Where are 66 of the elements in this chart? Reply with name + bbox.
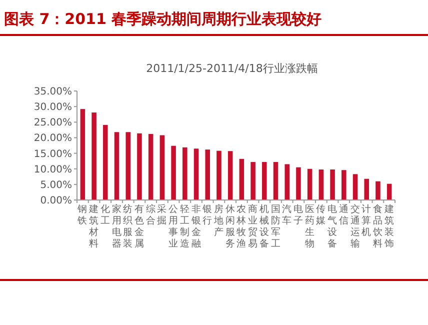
x-tick-label: 交通运输 bbox=[350, 203, 360, 250]
x-tick-label: 钢铁 bbox=[76, 204, 88, 226]
bar bbox=[296, 167, 301, 200]
chart-title: 图表 7：2011 春季躁动期间周期行业表现较好 bbox=[4, 10, 322, 28]
x-tick-label: 国防军工 bbox=[270, 204, 281, 250]
y-tick-label: 20.00% bbox=[34, 133, 72, 144]
x-tick-label: 房地产 bbox=[212, 203, 224, 238]
bar bbox=[80, 109, 86, 200]
bar bbox=[148, 134, 154, 200]
y-tick-label: 15.00% bbox=[34, 148, 72, 160]
bar bbox=[205, 150, 210, 200]
bar bbox=[250, 162, 256, 200]
bar bbox=[342, 170, 346, 200]
x-tick-label: 电子 bbox=[293, 203, 304, 226]
x-tick-label: 轻工制造 bbox=[180, 203, 190, 250]
x-tick-label: 纺织服装 bbox=[123, 203, 134, 250]
bar bbox=[182, 147, 188, 200]
x-tick-label: 农林牧渔 bbox=[236, 204, 247, 250]
chart-subtitle: 2011/1/25-2011/4/18行业涨跌幅 bbox=[146, 62, 318, 75]
bar bbox=[103, 124, 108, 200]
bar bbox=[160, 135, 165, 200]
y-tick-label: 0.00% bbox=[40, 196, 72, 206]
x-tick-label: 休闲服务 bbox=[225, 204, 236, 250]
bar bbox=[239, 158, 244, 200]
x-tick-label: 建筑装饰 bbox=[383, 203, 394, 250]
bar bbox=[376, 181, 380, 200]
x-tick-label: 计算机 bbox=[362, 203, 372, 238]
x-tick-label: 传媒 bbox=[316, 204, 326, 226]
x-tick-label: 汽车 bbox=[282, 203, 292, 226]
bar bbox=[284, 164, 290, 200]
bar bbox=[273, 162, 278, 200]
bar bbox=[330, 169, 335, 200]
bar bbox=[307, 168, 312, 200]
bar bbox=[126, 132, 130, 200]
bar bbox=[318, 169, 324, 200]
bar bbox=[228, 151, 233, 200]
y-tick-label: 30.00% bbox=[34, 102, 72, 114]
y-tick-label: 10.00% bbox=[34, 164, 72, 176]
bar bbox=[364, 178, 369, 200]
y-tick-label: 25.00% bbox=[34, 118, 72, 129]
x-tick-label: 建筑材料 bbox=[88, 203, 100, 250]
x-tick-label: 非银金融 bbox=[190, 203, 202, 250]
x-tick-label: 食品饮料 bbox=[372, 203, 383, 250]
x-tick-label: 公用事业 bbox=[168, 203, 179, 250]
bar bbox=[194, 148, 199, 200]
bar bbox=[216, 150, 222, 200]
x-tick-label: 电气设备 bbox=[328, 203, 338, 250]
x-tick-label: 银行 bbox=[202, 204, 213, 226]
bar bbox=[92, 112, 96, 200]
bar bbox=[352, 174, 358, 200]
bar bbox=[114, 132, 120, 200]
x-tick-label: 综合 bbox=[146, 203, 156, 226]
y-tick-label: 35.00% bbox=[34, 86, 72, 98]
bar bbox=[137, 133, 142, 200]
x-tick-label: 机械设备 bbox=[259, 203, 270, 250]
x-tick-label: 化工 bbox=[100, 203, 110, 226]
y-tick-label: 5.00% bbox=[40, 180, 72, 191]
bar bbox=[386, 184, 392, 200]
x-tick-label: 通信 bbox=[338, 203, 349, 226]
x-tick-label: 家用电器 bbox=[112, 203, 122, 250]
x-tick-label: 医药生物 bbox=[304, 204, 315, 250]
x-tick-label: 采掘 bbox=[157, 203, 168, 226]
bar bbox=[171, 146, 176, 200]
x-tick-label: 有色金属 bbox=[134, 203, 144, 250]
bar bbox=[262, 162, 267, 200]
x-tick-label: 商业贸易 bbox=[248, 203, 258, 250]
